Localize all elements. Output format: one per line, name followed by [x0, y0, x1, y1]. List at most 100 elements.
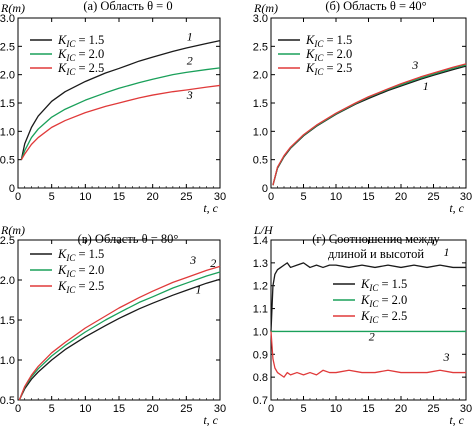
- series-line-1: [20, 40, 221, 160]
- chart-title: (г) Соотношение между длиной и высотой: [312, 232, 440, 261]
- x-tick-label: 20: [395, 191, 407, 203]
- y-tick-label: 0.5: [0, 155, 15, 167]
- x-tick-label: 0: [268, 191, 274, 203]
- curve-number-label: 3: [443, 350, 450, 364]
- x-axis-label: t, с: [449, 413, 464, 427]
- chart-title: (а) Область θ = 0: [83, 0, 172, 13]
- y-tick-label: 2.5: [0, 41, 15, 53]
- x-tick-label: 25: [180, 191, 192, 203]
- x-tick-label: 20: [147, 191, 159, 203]
- curve-number-label: 1: [187, 30, 193, 44]
- x-tick-label: 5: [300, 191, 306, 203]
- y-axis-label: R(m): [0, 1, 25, 15]
- y-tick-label: 3.0: [0, 13, 15, 25]
- x-tick-label: 30: [460, 403, 472, 415]
- series-line-1: [18, 278, 221, 401]
- legend-entry-2: KIC = 2.0: [360, 293, 407, 309]
- x-tick-label: 0: [15, 191, 21, 203]
- y-tick-label: 1.0: [0, 126, 15, 138]
- x-tick-label: 10: [79, 403, 91, 415]
- panel-4: 0 5 10 15 20 25 30 0.7 0.8 0.9 1.0 1.1 1.2 1.3 1.4L/H t…: [253, 223, 472, 427]
- y-tick-label: 1.1: [253, 304, 268, 316]
- x-tick-label: 25: [427, 191, 439, 203]
- y-tick-label: 1.3: [253, 258, 268, 270]
- y-tick-label: 0.7: [253, 395, 268, 407]
- x-tick-label: 30: [460, 191, 472, 203]
- x-tick-label: 5: [49, 191, 55, 203]
- curve-number-label: 2: [210, 256, 216, 270]
- legend-entry-3: KIC = 2.5: [360, 309, 407, 325]
- panel-2: 0 5 10 15 20 25 30 0 0.5 1.0 1.5 2.0 2.5 3.0R(m) t, с (…: [253, 0, 472, 215]
- y-tick-label: 1.0: [253, 326, 268, 338]
- x-tick-label: 5: [49, 403, 55, 415]
- legend-entry-3: KIC = 2.5: [57, 61, 104, 77]
- y-tick-label: 2.0: [0, 70, 15, 82]
- series-line-2: [272, 64, 467, 186]
- x-tick-label: 20: [147, 403, 159, 415]
- x-tick-label: 15: [362, 191, 374, 203]
- legend-entry-2: KIC = 2.0: [305, 47, 352, 63]
- curve-number-label: 3: [186, 88, 193, 102]
- y-axis-label: R(m): [0, 223, 25, 237]
- y-tick-label: 0.5: [0, 395, 15, 407]
- legend-entry-1: KIC = 1.5: [360, 277, 407, 293]
- y-tick-label: 1.5: [253, 98, 268, 110]
- x-tick-label: 10: [330, 191, 342, 203]
- legend-entry-1: KIC = 1.5: [57, 33, 104, 49]
- x-tick-label: 15: [113, 403, 125, 415]
- x-tick-label: 10: [79, 191, 91, 203]
- series-line-1: [272, 65, 467, 186]
- series-line-2: [18, 271, 221, 401]
- x-tick-label: 5: [300, 403, 306, 415]
- curve-number-label: 2: [187, 53, 193, 67]
- series-line-3: [20, 84, 221, 161]
- y-tick-label: 1.0: [0, 355, 15, 367]
- curve-number-label: 1: [423, 79, 429, 93]
- y-tick-label: 2.5: [0, 235, 15, 247]
- panel-1: 0 5 10 15 20 25 30 0 0.5 1.0 1.5 2.0 2.5 3.0R(m) t, с (…: [0, 0, 226, 215]
- y-tick-label: 1.5: [0, 98, 15, 110]
- y-tick-label: 0.8: [253, 372, 268, 384]
- x-tick-label: 30: [214, 191, 226, 203]
- chart-title: (в) Область θ = 80°: [78, 232, 179, 246]
- curve-number-label: 1: [444, 245, 450, 259]
- y-tick-label: 1.2: [253, 281, 268, 293]
- y-axis-label: R(m): [253, 1, 278, 15]
- x-axis-label: t, с: [203, 413, 218, 427]
- series-line-2: [20, 67, 221, 160]
- x-axis-label: t, с: [449, 201, 464, 215]
- x-tick-label: 15: [113, 191, 125, 203]
- y-tick-label: 0: [9, 183, 15, 195]
- curve-number-label: 2: [369, 330, 375, 344]
- legend-entry-2: KIC = 2.0: [57, 263, 104, 279]
- x-tick-label: 25: [180, 403, 192, 415]
- y-tick-label: 1.0: [253, 126, 268, 138]
- x-tick-label: 20: [395, 403, 407, 415]
- x-tick-label: 0: [15, 403, 21, 415]
- y-tick-label: 2.5: [253, 41, 268, 53]
- series-line-1: [270, 262, 466, 332]
- curve-number-label: 1: [195, 283, 201, 297]
- legend-entry-3: KIC = 2.5: [305, 61, 352, 77]
- x-tick-label: 30: [214, 403, 226, 415]
- y-tick-label: 0.9: [253, 349, 268, 361]
- legend-entry-2: KIC = 2.0: [57, 47, 104, 63]
- curve-number-label: 3: [411, 58, 418, 72]
- y-tick-label: 1.5: [0, 315, 15, 327]
- y-tick-label: 0.5: [253, 155, 268, 167]
- y-tick-label: 3.0: [253, 13, 268, 25]
- y-tick-label: 2.0: [0, 275, 15, 287]
- legend-entry-1: KIC = 1.5: [305, 33, 352, 49]
- y-tick-label: 0: [262, 183, 268, 195]
- series-line-3: [272, 63, 467, 186]
- y-tick-label: 1.4: [253, 235, 268, 247]
- curve-number-label: 3: [189, 253, 196, 267]
- x-tick-label: 0: [268, 403, 274, 415]
- y-axis-label: L/H: [253, 223, 274, 237]
- x-tick-label: 10: [330, 403, 342, 415]
- series-line-3: [18, 265, 221, 401]
